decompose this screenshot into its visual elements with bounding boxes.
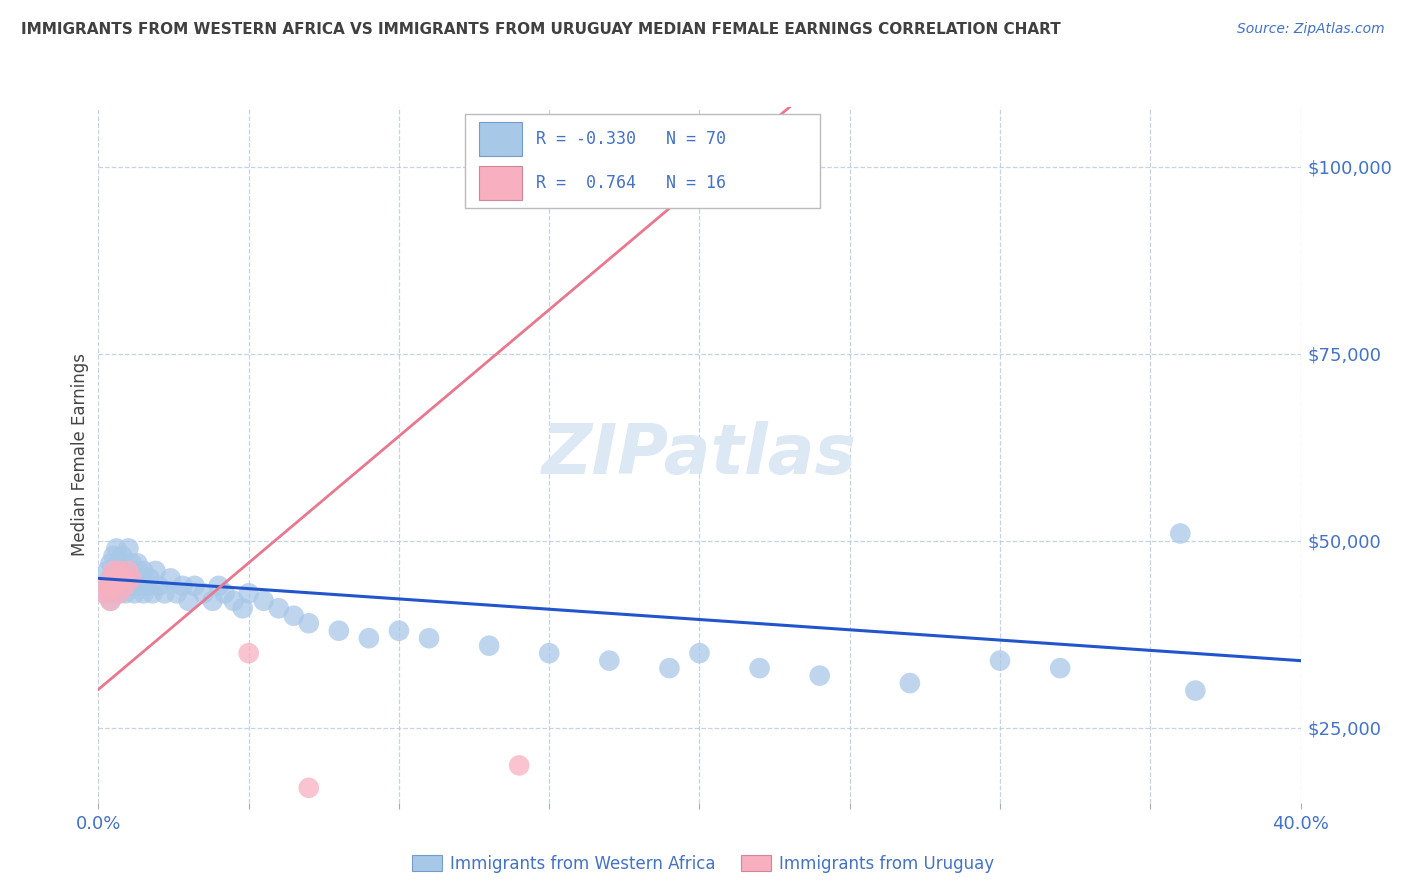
Point bbox=[298, 616, 321, 631]
Point bbox=[988, 654, 1011, 668]
Point bbox=[103, 571, 125, 585]
Text: Source: ZipAtlas.com: Source: ZipAtlas.com bbox=[1237, 22, 1385, 37]
Bar bbox=[479, 122, 522, 156]
Legend: Immigrants from Western Africa, Immigrants from Uruguay: Immigrants from Western Africa, Immigran… bbox=[405, 848, 1001, 880]
Point bbox=[1170, 526, 1192, 541]
Point bbox=[96, 564, 118, 578]
Point bbox=[1184, 683, 1206, 698]
Point bbox=[214, 586, 236, 600]
Point bbox=[124, 586, 146, 600]
Point bbox=[108, 586, 131, 600]
Point bbox=[357, 631, 380, 645]
Point bbox=[108, 586, 131, 600]
Point bbox=[145, 564, 167, 578]
Y-axis label: Median Female Earnings: Median Female Earnings bbox=[70, 353, 89, 557]
Point bbox=[103, 579, 125, 593]
Point bbox=[105, 571, 128, 585]
Point bbox=[111, 579, 134, 593]
Point bbox=[748, 661, 770, 675]
Point bbox=[283, 608, 305, 623]
Point bbox=[166, 586, 188, 600]
Point bbox=[100, 571, 122, 585]
Point bbox=[159, 571, 181, 585]
Point bbox=[808, 668, 831, 682]
Point bbox=[172, 579, 194, 593]
Point bbox=[117, 564, 139, 578]
Point bbox=[238, 586, 260, 600]
Text: ZIPatlas: ZIPatlas bbox=[541, 421, 858, 489]
Point bbox=[658, 661, 681, 675]
Point bbox=[238, 646, 260, 660]
Point bbox=[121, 571, 143, 585]
Point bbox=[267, 601, 290, 615]
Point bbox=[100, 594, 122, 608]
Point bbox=[121, 557, 143, 571]
Point bbox=[121, 579, 143, 593]
Point bbox=[100, 557, 122, 571]
Point bbox=[108, 571, 131, 585]
Point bbox=[103, 586, 125, 600]
Point bbox=[538, 646, 561, 660]
Point bbox=[114, 586, 136, 600]
Point bbox=[232, 601, 254, 615]
Point bbox=[117, 564, 139, 578]
Point bbox=[388, 624, 411, 638]
Point bbox=[103, 564, 125, 578]
Point bbox=[141, 586, 163, 600]
Point bbox=[111, 564, 134, 578]
Point bbox=[114, 579, 136, 593]
Point bbox=[111, 549, 134, 563]
Bar bbox=[479, 166, 522, 200]
Point bbox=[117, 579, 139, 593]
Point bbox=[208, 579, 231, 593]
Point bbox=[129, 571, 152, 585]
Point bbox=[93, 586, 115, 600]
Text: R =  0.764   N = 16: R = 0.764 N = 16 bbox=[536, 174, 725, 192]
Point bbox=[689, 646, 711, 660]
Point bbox=[253, 594, 276, 608]
Point bbox=[177, 594, 200, 608]
Point bbox=[105, 579, 128, 593]
Point bbox=[127, 579, 149, 593]
Bar bbox=[465, 114, 820, 208]
Point bbox=[138, 571, 160, 585]
Point bbox=[328, 624, 350, 638]
Point bbox=[100, 571, 122, 585]
Point bbox=[135, 579, 157, 593]
Point bbox=[93, 586, 115, 600]
Point bbox=[111, 571, 134, 585]
Point bbox=[132, 586, 155, 600]
Point bbox=[105, 564, 128, 578]
Point bbox=[96, 579, 118, 593]
Point bbox=[108, 557, 131, 571]
Point bbox=[193, 586, 215, 600]
Point bbox=[124, 564, 146, 578]
Point bbox=[478, 639, 501, 653]
Point bbox=[100, 594, 122, 608]
Point bbox=[117, 541, 139, 556]
Point bbox=[222, 594, 245, 608]
Point bbox=[127, 557, 149, 571]
Point bbox=[418, 631, 440, 645]
Point bbox=[183, 579, 205, 593]
Point bbox=[132, 564, 155, 578]
Point bbox=[508, 758, 530, 772]
Point bbox=[148, 579, 170, 593]
Point bbox=[153, 586, 176, 600]
Point bbox=[114, 564, 136, 578]
Text: R = -0.330   N = 70: R = -0.330 N = 70 bbox=[536, 130, 725, 148]
Point bbox=[598, 654, 620, 668]
Point bbox=[108, 564, 131, 578]
Point bbox=[103, 549, 125, 563]
Point bbox=[201, 594, 224, 608]
Point bbox=[898, 676, 921, 690]
Point bbox=[105, 541, 128, 556]
Point bbox=[1049, 661, 1071, 675]
Text: IMMIGRANTS FROM WESTERN AFRICA VS IMMIGRANTS FROM URUGUAY MEDIAN FEMALE EARNINGS: IMMIGRANTS FROM WESTERN AFRICA VS IMMIGR… bbox=[21, 22, 1062, 37]
Point bbox=[96, 579, 118, 593]
Point bbox=[298, 780, 321, 795]
